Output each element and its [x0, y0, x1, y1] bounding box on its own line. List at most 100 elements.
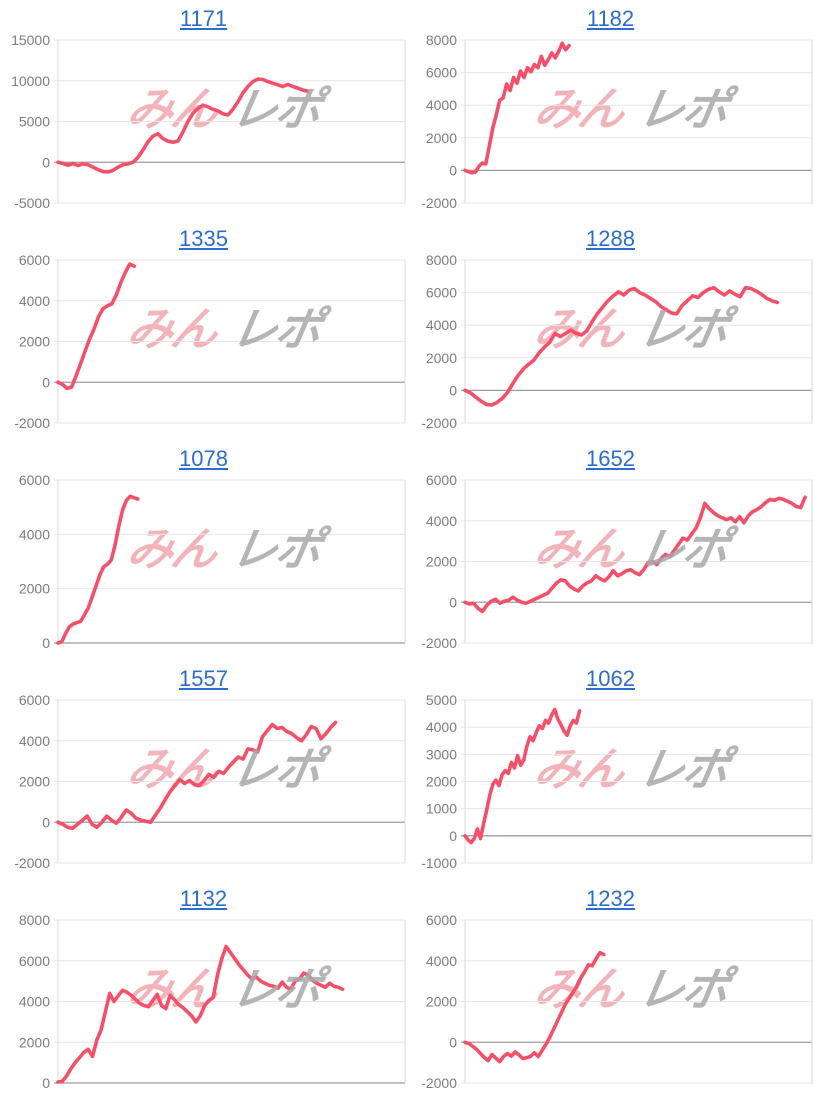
chart-title-row: 1335 — [0, 220, 407, 251]
chart-cell: 1652 みん 6000 4000 2000 0 -2000 レポ — [407, 440, 814, 660]
y-tick-label: 4000 — [426, 317, 457, 333]
y-tick-label: 2000 — [19, 334, 50, 350]
y-tick-label: 5000 — [426, 692, 457, 708]
chart-cell: 1182 みん 8000 6000 4000 2000 0 -2000 レポ — [407, 0, 814, 220]
slump-graph: 6000 4000 2000 0 -2000 — [421, 912, 813, 1091]
y-tick-label: 2000 — [426, 994, 457, 1010]
slump-graph: 8000 6000 4000 2000 0 -2000 — [421, 32, 813, 211]
machine-number-link[interactable]: 1232 — [586, 886, 635, 911]
y-tick-label: 6000 — [426, 912, 457, 928]
chart-cell: 1288 みん 8000 6000 4000 2000 0 -2000 レポ — [407, 220, 814, 440]
slump-graph: 6000 4000 2000 0 -2000 — [421, 472, 813, 651]
y-tick-label: -2000 — [14, 415, 50, 431]
y-tick-label: 5000 — [19, 114, 50, 130]
y-tick-label: 6000 — [426, 285, 457, 301]
y-tick-label: 1000 — [426, 801, 457, 817]
chart-title-row: 1232 — [407, 880, 814, 911]
machine-number-link[interactable]: 1557 — [179, 666, 228, 691]
y-tick-label: 2000 — [19, 581, 50, 597]
y-tick-label: 8000 — [19, 912, 50, 928]
y-tick-label: 2000 — [426, 130, 457, 146]
chart-cell: 1557 みん 6000 4000 2000 0 -2000 レポ — [0, 660, 407, 880]
machine-number-link[interactable]: 1182 — [586, 6, 635, 31]
trend-line — [463, 950, 606, 1064]
chart-title-row: 1132 — [0, 880, 407, 911]
y-tick-label: 2000 — [426, 554, 457, 570]
chart-cell: 1171 みん 15000 10000 5000 0 -5000 レポ — [0, 0, 407, 220]
y-tick-label: 10000 — [11, 73, 50, 89]
chart-title-row: 1652 — [407, 440, 814, 471]
y-tick-label: 0 — [42, 635, 50, 651]
y-tick-label: 0 — [42, 814, 50, 830]
y-tick-label: 2000 — [426, 774, 457, 790]
y-tick-label: 15000 — [11, 32, 50, 48]
y-tick-label: 4000 — [19, 733, 50, 749]
slump-graph: 6000 4000 2000 0 -2000 — [14, 692, 406, 871]
y-tick-label: 0 — [42, 154, 50, 170]
y-tick-label: 6000 — [19, 953, 50, 969]
slump-graph: 6000 4000 2000 0 -2000 — [14, 252, 406, 431]
y-tick-label: -2000 — [421, 635, 457, 651]
slump-graph: 6000 4000 2000 0 — [19, 472, 406, 651]
chart-title-row: 1182 — [407, 0, 814, 31]
y-tick-label: -5000 — [14, 195, 50, 211]
y-tick-label: 0 — [449, 382, 457, 398]
machine-number-link[interactable]: 1288 — [586, 226, 635, 251]
y-tick-label: 0 — [42, 374, 50, 390]
y-tick-label: 6000 — [426, 472, 457, 488]
y-tick-label: -2000 — [421, 415, 457, 431]
y-tick-label: 4000 — [426, 719, 457, 735]
trend-line — [463, 495, 807, 614]
y-tick-label: 4000 — [426, 513, 457, 529]
slump-graph: 8000 6000 4000 2000 0 -2000 — [421, 252, 813, 431]
y-tick-label: 6000 — [19, 472, 50, 488]
y-tick-label: 6000 — [19, 692, 50, 708]
y-tick-label: 2000 — [426, 350, 457, 366]
y-tick-label: -2000 — [421, 1075, 457, 1091]
y-tick-label: 0 — [449, 1034, 457, 1050]
trend-line — [56, 720, 338, 831]
y-tick-label: 0 — [449, 828, 457, 844]
y-tick-label: 8000 — [426, 32, 457, 48]
machine-number-link[interactable]: 1062 — [586, 666, 635, 691]
trend-line — [56, 494, 140, 645]
chart-title-row: 1062 — [407, 660, 814, 691]
machine-number-link[interactable]: 1171 — [179, 6, 228, 31]
slump-graph: 15000 10000 5000 0 -5000 — [11, 32, 406, 211]
y-tick-label: 6000 — [426, 65, 457, 81]
y-tick-label: 3000 — [426, 746, 457, 762]
y-tick-label: 4000 — [426, 97, 457, 113]
trend-line — [56, 944, 345, 1084]
chart-cell: 1232 みん 6000 4000 2000 0 -2000 レポ — [407, 880, 814, 1100]
y-tick-label: 2000 — [19, 774, 50, 790]
trend-line — [56, 262, 137, 391]
y-tick-label: -2000 — [14, 855, 50, 871]
chart-title-row: 1171 — [0, 0, 407, 31]
slump-graph: 5000 4000 3000 2000 1000 0 -1000 — [421, 692, 813, 871]
chart-title-row: 1078 — [0, 440, 407, 471]
y-tick-label: 6000 — [19, 252, 50, 268]
machine-number-link[interactable]: 1078 — [179, 446, 228, 471]
chart-title-row: 1557 — [0, 660, 407, 691]
chart-cell: 1335 みん 6000 4000 2000 0 -2000 レポ — [0, 220, 407, 440]
machine-number-link[interactable]: 1652 — [586, 446, 635, 471]
chart-cell: 1132 みん 8000 6000 4000 2000 0 レポ — [0, 880, 407, 1100]
machine-number-link[interactable]: 1335 — [179, 226, 228, 251]
chart-title-row: 1288 — [407, 220, 814, 251]
y-tick-label: 4000 — [19, 526, 50, 542]
machine-number-link[interactable]: 1132 — [179, 886, 228, 911]
y-tick-label: -1000 — [421, 855, 457, 871]
y-tick-label: 8000 — [426, 252, 457, 268]
y-tick-label: 2000 — [19, 1034, 50, 1050]
trend-line — [463, 285, 780, 407]
y-tick-label: 0 — [42, 1075, 50, 1091]
trend-line — [56, 77, 310, 174]
y-tick-label: 4000 — [426, 953, 457, 969]
slump-graph: 8000 6000 4000 2000 0 — [19, 912, 406, 1091]
y-tick-label: 0 — [449, 594, 457, 610]
y-tick-label: -2000 — [421, 195, 457, 211]
y-tick-label: 0 — [449, 162, 457, 178]
trend-line — [463, 707, 582, 845]
